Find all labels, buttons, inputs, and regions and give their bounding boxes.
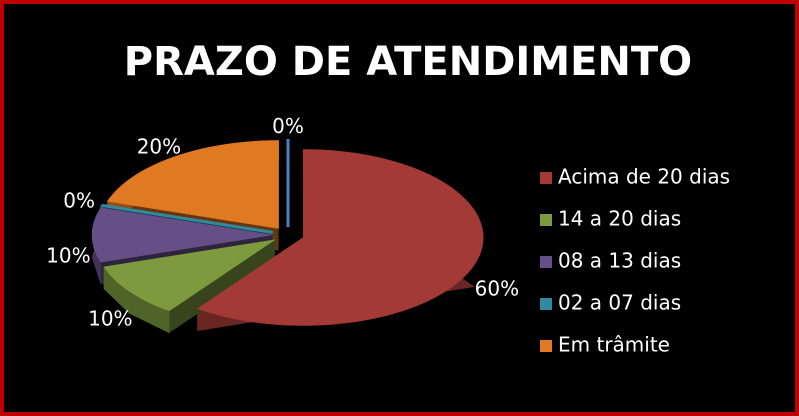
data-label: 10% <box>88 307 132 331</box>
slice <box>101 203 274 235</box>
data-label: 10% <box>46 244 90 268</box>
legend-swatch <box>540 298 552 310</box>
data-label: 60% <box>475 277 519 301</box>
legend-label: Em trâmite <box>558 333 670 357</box>
legend-swatch <box>540 172 552 184</box>
slice <box>106 140 279 229</box>
slice <box>91 207 273 263</box>
chart-title: PRAZO DE ATENDIMENTO <box>124 39 692 85</box>
legend-label: 08 a 13 dias <box>558 249 681 273</box>
legend-label: Acima de 20 dias <box>558 165 730 189</box>
legend-swatch <box>540 214 552 226</box>
legend-label: 14 a 20 dias <box>558 207 681 231</box>
data-label: 20% <box>137 135 181 159</box>
slice <box>103 239 276 312</box>
data-labels: 60% 10% 10% 0% 20% 0% <box>46 114 519 330</box>
data-label: 0% <box>272 114 304 138</box>
legend: Acima de 20 dias 14 a 20 dias 08 a 13 dias… <box>540 165 730 357</box>
data-label: 0% <box>63 188 95 212</box>
legend-swatch <box>540 340 552 352</box>
legend-label: 02 a 07 dias <box>558 291 681 315</box>
legend-swatch <box>540 256 552 268</box>
pie-tops <box>91 139 484 326</box>
slice <box>196 149 484 326</box>
